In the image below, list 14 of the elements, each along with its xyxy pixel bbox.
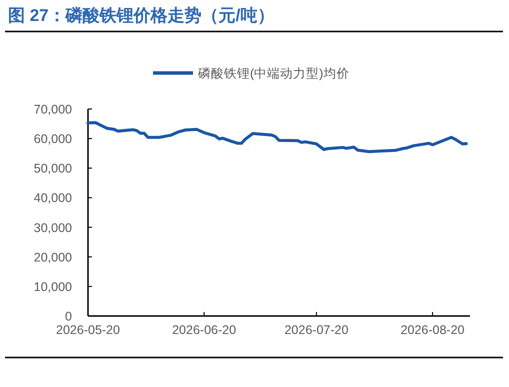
x-tick-label: 2026-05-20	[56, 323, 120, 337]
y-tick-label: 0	[65, 310, 72, 324]
x-tick-label: 2026-08-20	[400, 323, 465, 337]
y-tick-label: 70,000	[34, 102, 72, 116]
x-tick-label: 2026-07-20	[284, 323, 348, 337]
y-tick-label: 10,000	[34, 280, 72, 294]
chart-title: 图 27：磷酸铁锂价格走势（元/吨）	[8, 6, 274, 25]
y-tick-label: 40,000	[34, 191, 72, 206]
legend-label: 磷酸铁锂(中端动力型)均价	[197, 66, 350, 80]
y-tick-label: 30,000	[34, 220, 72, 235]
y-tick-label: 20,000	[34, 250, 72, 264]
y-tick-label: 60,000	[34, 132, 72, 146]
y-tick-label: 50,000	[34, 162, 72, 176]
x-tick-label: 2026-06-20	[172, 323, 236, 337]
